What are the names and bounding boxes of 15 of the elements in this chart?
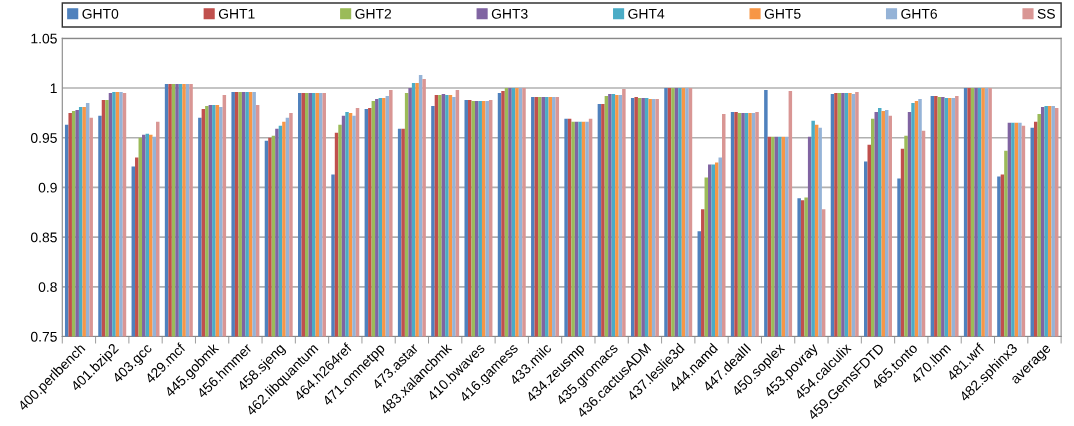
legend-label: GHT0 <box>82 8 119 19</box>
legend-label: GHT1 <box>218 8 255 19</box>
y-tick-label: 0.85 <box>30 232 57 243</box>
legend-label: GHT6 <box>901 8 937 19</box>
y-tick-label: 1 <box>50 83 57 94</box>
y-tick-label: 0.9 <box>38 182 57 193</box>
legend-label: GHT3 <box>491 8 528 19</box>
legend-label: GHT2 <box>355 8 392 19</box>
legend-label: GHT4 <box>628 8 665 19</box>
legend-label: GHT5 <box>764 8 801 19</box>
y-tick-label: 1.05 <box>31 33 57 44</box>
legend-label: SS <box>1037 8 1055 19</box>
y-tick-label: 0.8 <box>38 282 57 293</box>
y-tick-label: 0.95 <box>30 133 57 143</box>
y-tick-label: 0.75 <box>30 331 57 342</box>
